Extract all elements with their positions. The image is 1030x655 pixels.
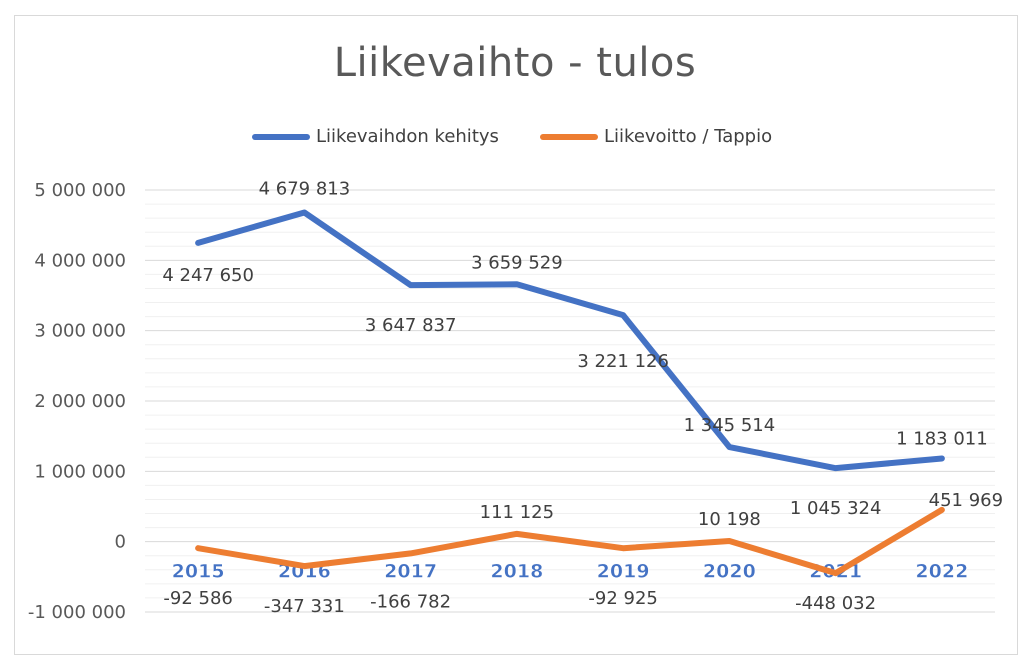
chart-area xyxy=(14,15,1018,655)
legend-item-revenue: Liikevaihdon kehitys xyxy=(252,125,499,149)
series-line-revenue xyxy=(195,209,945,472)
data-label-revenue: 4 679 813 xyxy=(259,179,351,200)
data-label-revenue: 4 247 650 xyxy=(162,265,254,286)
data-label-profit: -92 586 xyxy=(163,588,232,609)
y-tick-label: 5 000 000 xyxy=(34,180,126,201)
chart-title: Liikevaihto - tulos xyxy=(333,40,697,86)
data-label-revenue: 1 183 011 xyxy=(896,428,988,449)
legend-item-profit: Liikevoitto / Tappio xyxy=(540,125,772,149)
legend-swatch-revenue xyxy=(252,134,310,140)
series-line-profit xyxy=(195,506,945,577)
x-category-label: 2019 xyxy=(597,561,650,583)
y-tick-label: 4 000 000 xyxy=(34,250,126,271)
y-tick-label: 0 xyxy=(115,532,126,553)
x-category-label: 2015 xyxy=(172,561,225,583)
x-category-label: 2022 xyxy=(915,561,968,583)
data-label-revenue: 1 345 514 xyxy=(684,415,776,436)
data-label-profit: 111 125 xyxy=(480,502,554,523)
legend-label-revenue: Liikevaihdon kehitys xyxy=(316,126,499,147)
y-tick-label: -1 000 000 xyxy=(28,602,126,623)
data-label-revenue: 3 659 529 xyxy=(471,252,563,273)
data-label-profit: -92 925 xyxy=(588,588,657,609)
x-category-label: 2018 xyxy=(490,561,543,583)
y-tick-label: 1 000 000 xyxy=(34,461,126,482)
data-label-revenue: 1 045 324 xyxy=(790,498,882,519)
data-label-revenue: 3 221 126 xyxy=(577,351,669,372)
x-category-label: 2017 xyxy=(384,561,437,583)
y-tick-label: 3 000 000 xyxy=(34,321,126,342)
y-tick-label: 2 000 000 xyxy=(34,391,126,412)
data-label-profit: 10 198 xyxy=(698,509,761,530)
data-label-profit: 451 969 xyxy=(929,490,1003,511)
data-label-profit: -448 032 xyxy=(795,593,876,614)
data-label-profit: -347 331 xyxy=(264,596,345,617)
x-category-label: 2020 xyxy=(703,561,756,583)
legend-label-profit: Liikevoitto / Tappio xyxy=(604,126,773,147)
data-label-revenue: 3 647 837 xyxy=(365,315,457,336)
plot-svg: 5 000 000 4 000 000 3 000 000 2 000 000 1 00… xyxy=(28,179,1003,623)
legend-swatch-profit xyxy=(540,134,598,140)
data-label-profit: -166 782 xyxy=(370,591,451,612)
